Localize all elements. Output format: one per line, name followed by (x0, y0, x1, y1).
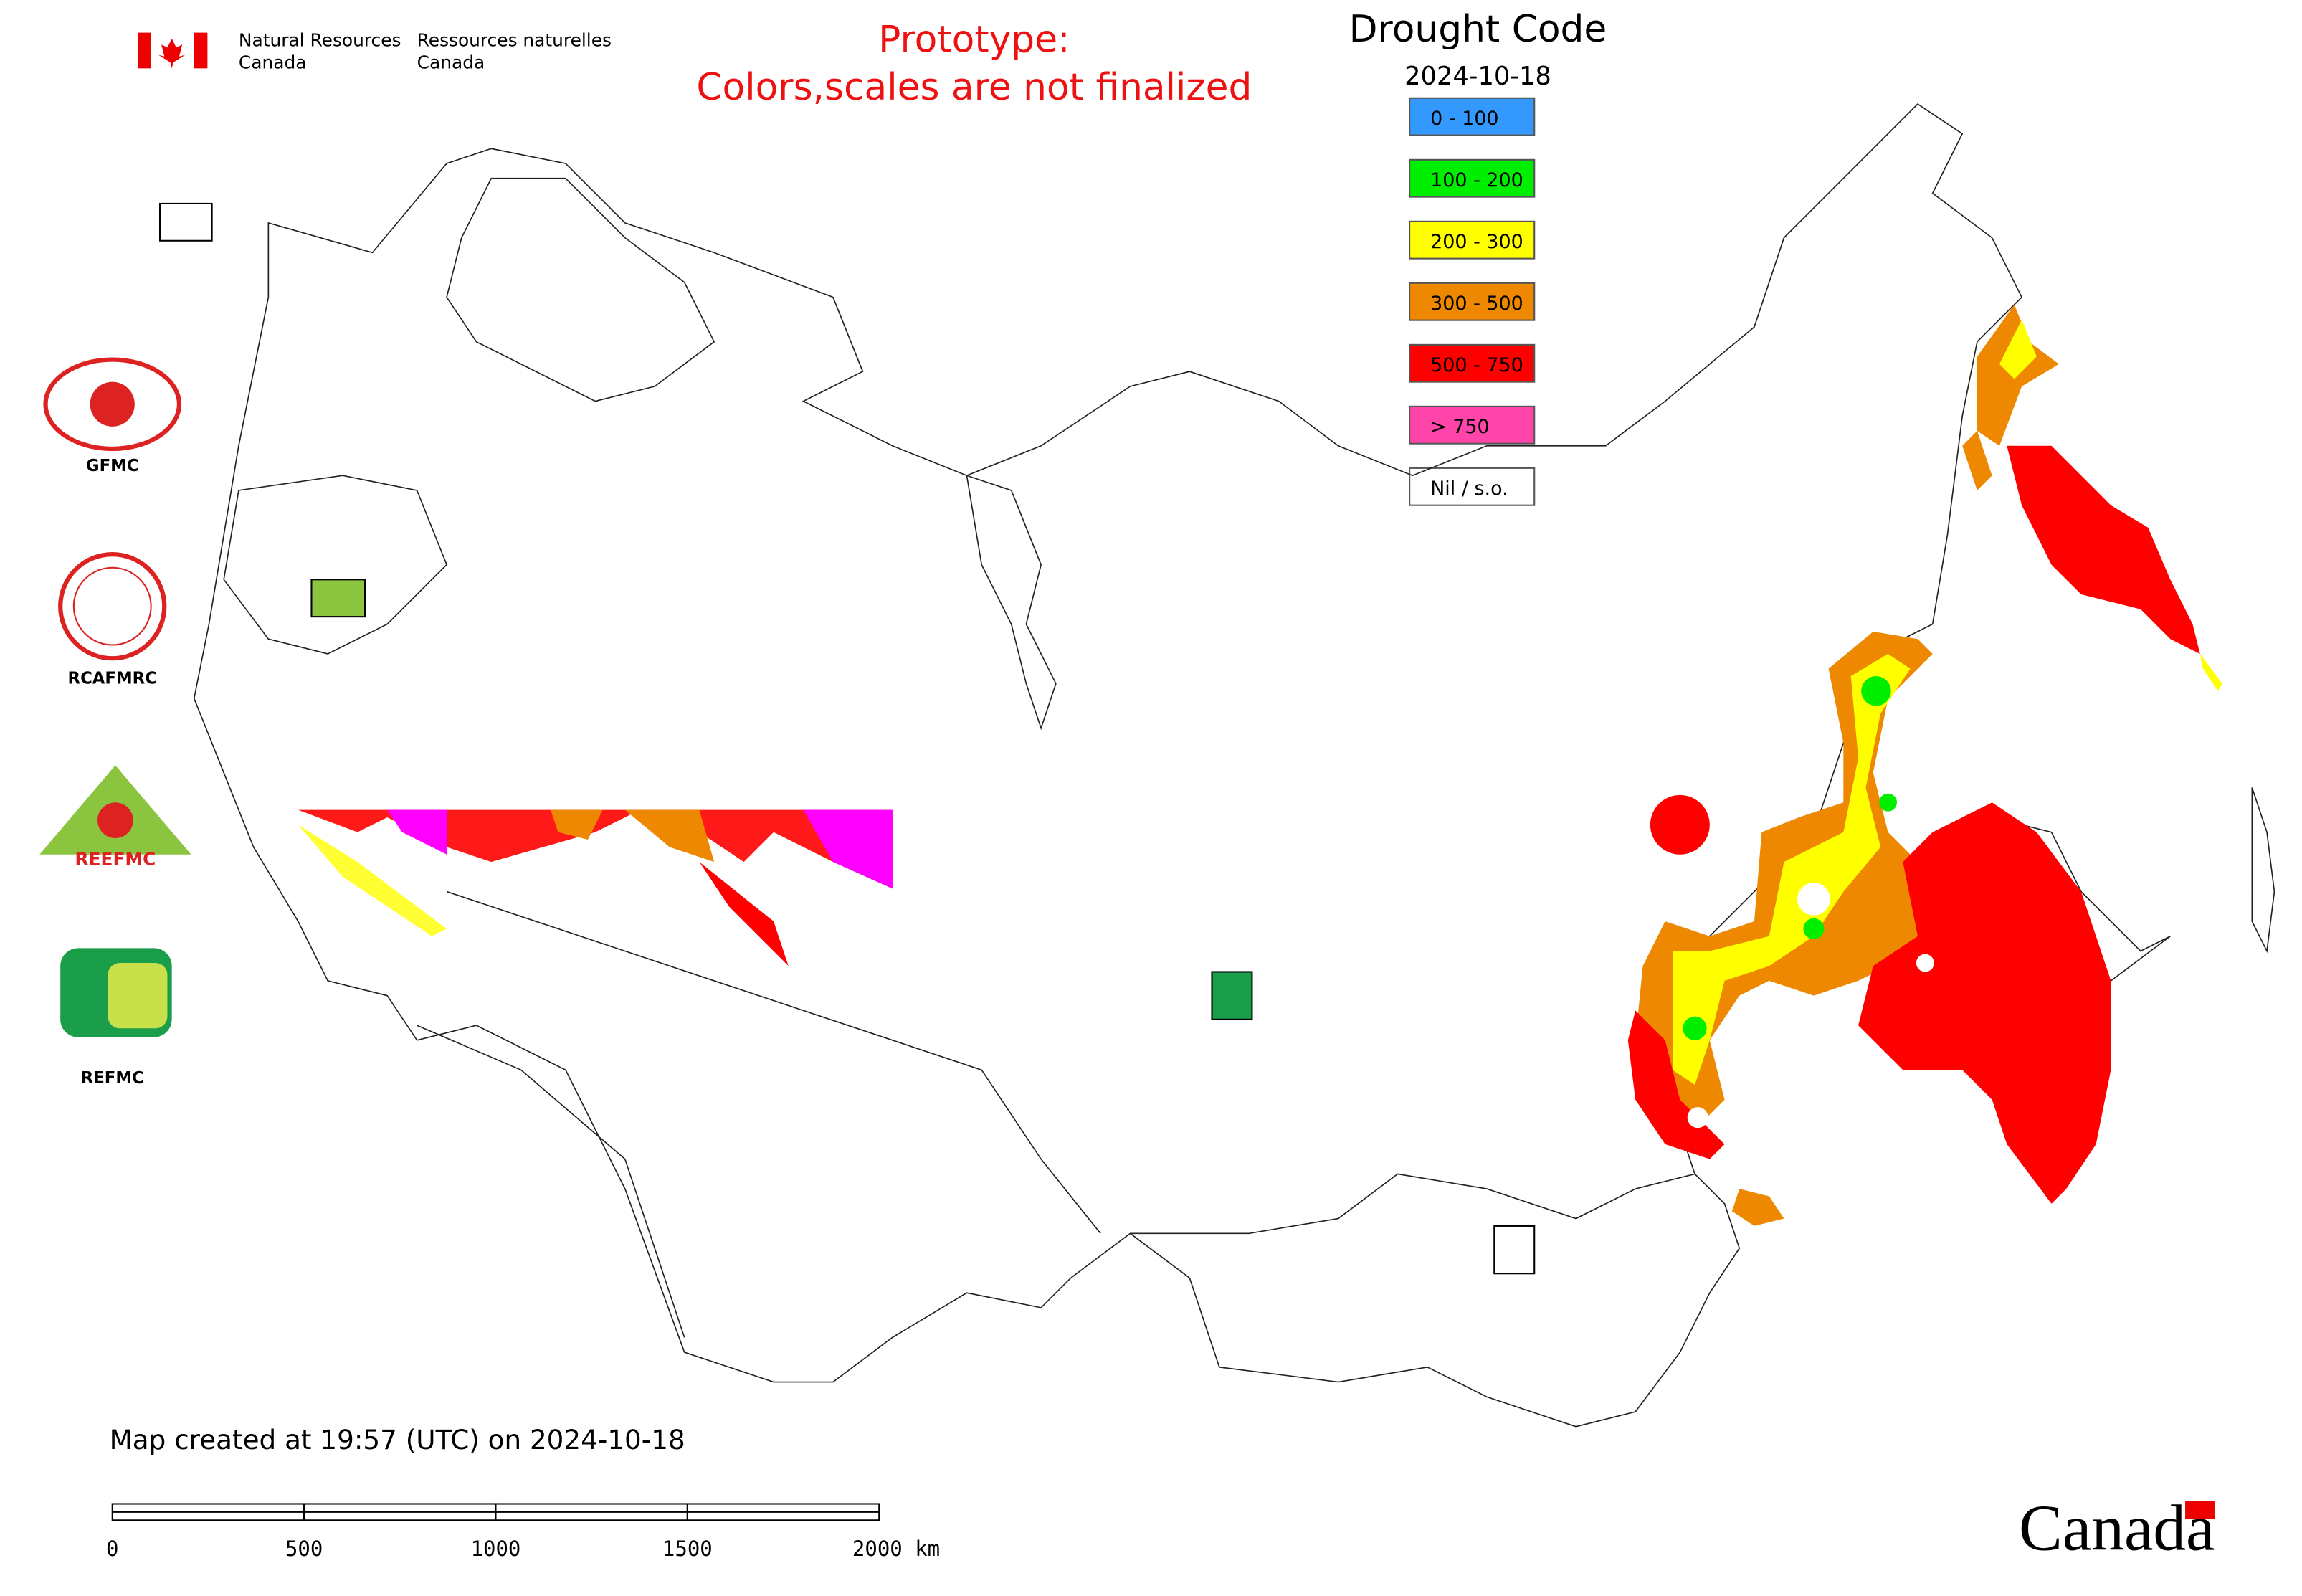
map-logo (1493, 1225, 1536, 1275)
scale-label: 1000 (471, 1536, 521, 1561)
logo-label: GFMC (86, 457, 139, 475)
logo-reefmc (39, 765, 191, 855)
legend-label: Nil / s.o. (1430, 478, 1508, 500)
legend-label: > 750 (1430, 416, 1490, 438)
map-outlines (193, 103, 2275, 1428)
logo-label: REFMC (81, 1069, 144, 1088)
agency-fr: Canada (417, 52, 485, 72)
canada-wordmark: Canada (2019, 1492, 2215, 1564)
logo-label: RCAFMRC (68, 669, 157, 688)
legend-swatch (1409, 343, 1536, 383)
scale-label: 2000 km (852, 1536, 940, 1561)
legend: 0 - 100 100 - 200 200 - 300 300 - 500 500 - … (1409, 97, 1536, 506)
flag (137, 32, 208, 69)
logo-refmc (60, 948, 172, 1037)
legend-label: 500 - 750 (1430, 354, 1523, 376)
legend-swatch (1409, 158, 1536, 198)
notice: Colors,scales are not finalized (696, 66, 1252, 109)
logo-label: REEFMC (75, 848, 156, 869)
legend-title: Drought Code (1349, 8, 1607, 51)
created-note: Map created at 19:57 (UTC) on 2024-10-18 (110, 1424, 685, 1455)
logo-rcafmrc (58, 551, 167, 661)
logo-gfmc (43, 357, 182, 452)
map-logo (310, 579, 366, 618)
legend-label: 100 - 200 (1430, 169, 1523, 191)
legend-swatch (1409, 282, 1536, 321)
wordmark-flag (2185, 1501, 2215, 1519)
notice: Prototype: (878, 19, 1070, 62)
agency-en: Natural Resources (239, 29, 401, 50)
legend-label: 0 - 100 (1430, 108, 1498, 130)
legend-label: 200 - 300 (1430, 231, 1523, 253)
agency-fr: Ressources naturelles (417, 29, 612, 50)
map-logo (1211, 971, 1253, 1020)
legend-label: 300 - 500 (1430, 293, 1523, 315)
scale-bar: 0 500 1000 1500 2000 km (106, 1503, 940, 1561)
legend-swatch (1409, 467, 1536, 506)
scale-label: 500 (285, 1536, 323, 1561)
map-logo (159, 202, 213, 242)
legend-swatch (1409, 220, 1536, 260)
agency-en: Canada (239, 52, 307, 72)
scale-label: 1500 (662, 1536, 713, 1561)
scale-label: 0 (106, 1536, 118, 1561)
legend-swatch (1409, 405, 1536, 445)
legend-swatch (1409, 97, 1536, 136)
legend-date: 2024-10-18 (1404, 62, 1551, 91)
drought-areas (268, 304, 2222, 1226)
